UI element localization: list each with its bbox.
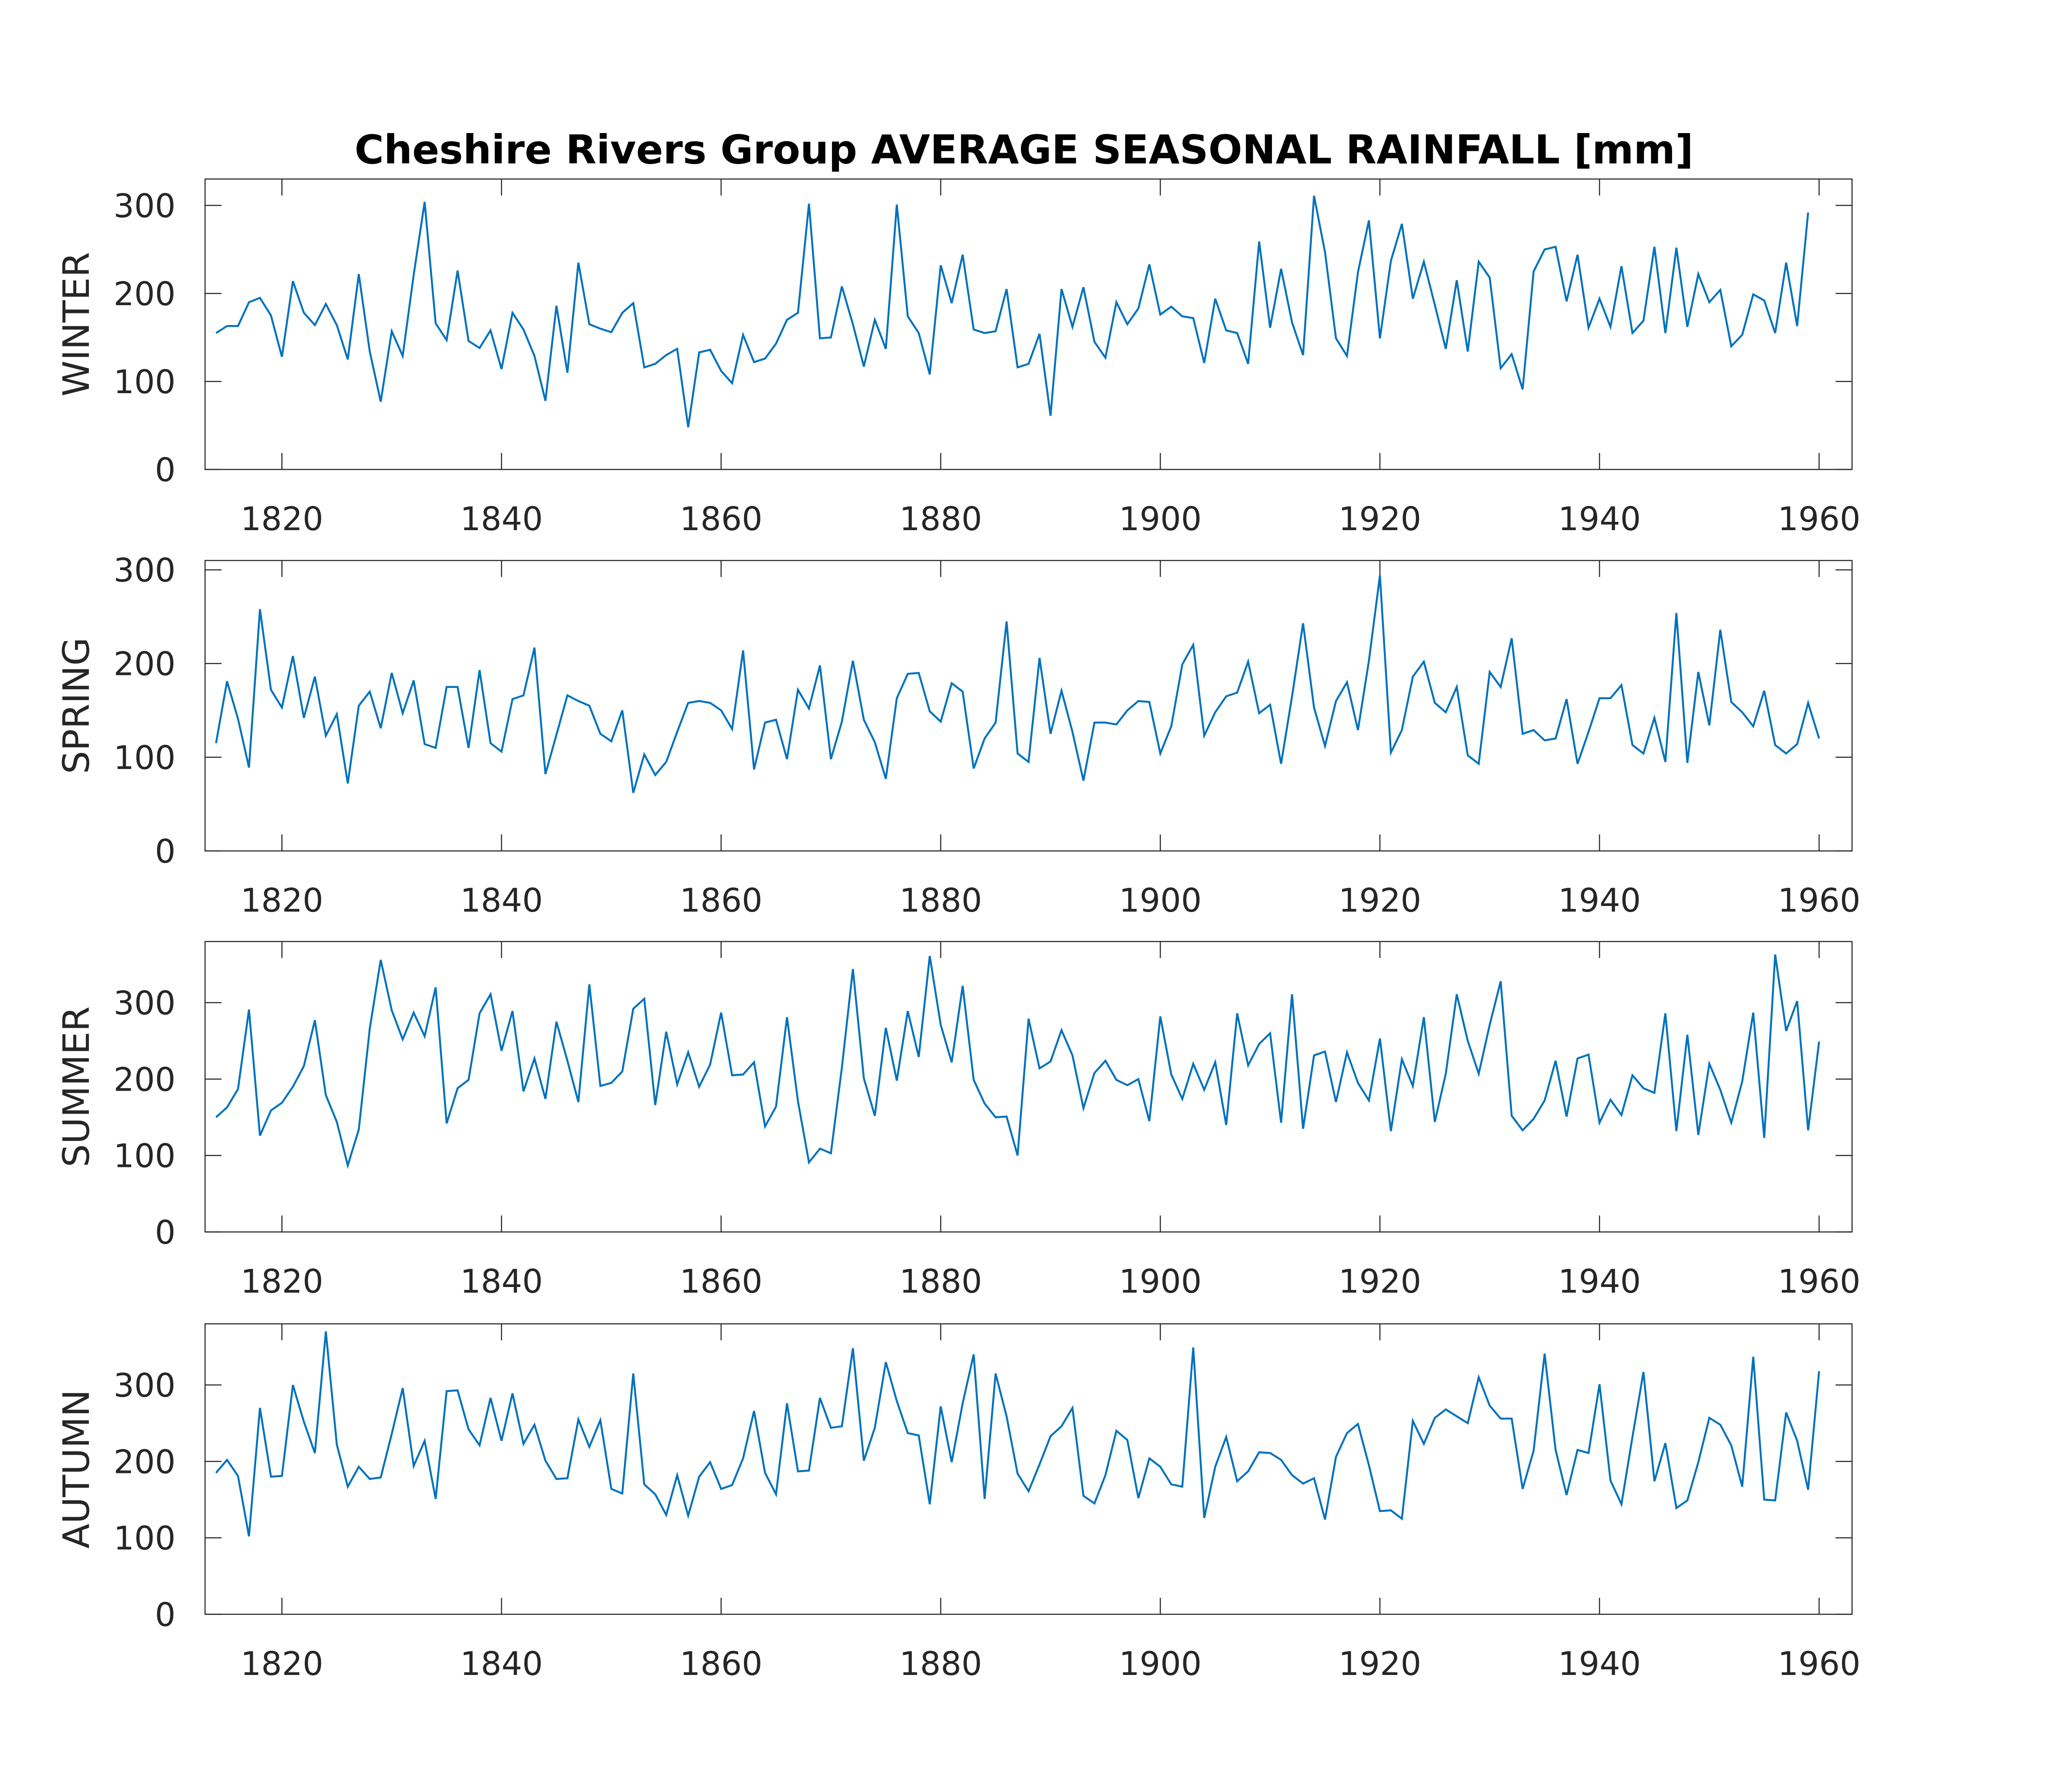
spring-x-tick-label: 1860 [680, 881, 763, 919]
summer-x-tick-label: 1820 [241, 1262, 323, 1300]
winter-y-tick-label: 300 [114, 187, 176, 225]
chart-title: Cheshire Rivers Group AVERAGE SEASONAL R… [354, 127, 1694, 173]
spring-axes-box [204, 560, 1853, 852]
autumn-x-tick-label: 1860 [680, 1645, 763, 1683]
summer-x-tick-label: 1840 [460, 1262, 543, 1300]
spring-y-tick-label: 300 [114, 551, 176, 590]
summer-y-axis-label: SUMMER [55, 1006, 98, 1167]
autumn-x-tick-label: 1960 [1778, 1645, 1861, 1683]
autumn-x-tick-label: 1900 [1119, 1645, 1202, 1683]
autumn-y-tick-label: 300 [114, 1366, 176, 1404]
summer-x-tick-label: 1900 [1119, 1262, 1202, 1300]
spring-panel: 0 100 200 300 1820 1840 1860 1880 1900 1920 1940 19… [55, 551, 1860, 919]
summer-x-tick-label: 1860 [680, 1262, 763, 1300]
summer-x-tick-label: 1880 [899, 1262, 982, 1300]
winter-x-tick-label: 1860 [680, 500, 763, 538]
autumn-y-tick-label: 200 [114, 1443, 176, 1481]
spring-x-tick-label: 1880 [899, 881, 982, 919]
spring-rainfall-line [215, 575, 1820, 793]
winter-rainfall-line [215, 195, 1809, 427]
summer-rainfall-line [215, 954, 1820, 1169]
winter-y-tick-label: 200 [114, 275, 176, 313]
winter-x-tick-label: 1940 [1558, 500, 1641, 538]
spring-x-tick-label: 1940 [1558, 881, 1641, 919]
summer-axes-box [204, 941, 1853, 1233]
summer-x-tick-label: 1960 [1778, 1262, 1861, 1300]
winter-x-tick-label: 1820 [241, 500, 323, 538]
spring-y-axis-label: SPRING [55, 637, 98, 774]
winter-x-tick-label: 1960 [1778, 500, 1861, 538]
autumn-axes-box [204, 1323, 1853, 1615]
winter-axes-box [204, 178, 1853, 470]
spring-x-tick-label: 1900 [1119, 881, 1202, 919]
winter-y-tick-label: 100 [114, 363, 176, 401]
winter-y-tick-label: 0 [155, 451, 176, 489]
summer-y-tick-label: 300 [114, 984, 176, 1022]
autumn-rainfall-line [215, 1331, 1820, 1537]
summer-x-tick-label: 1940 [1558, 1262, 1641, 1300]
winter-x-tick-label: 1920 [1339, 500, 1422, 538]
autumn-x-tick-label: 1840 [460, 1645, 543, 1683]
summer-y-tick-label: 100 [114, 1137, 176, 1175]
spring-y-tick-label: 200 [114, 645, 176, 683]
autumn-x-tick-label: 1920 [1339, 1645, 1422, 1683]
summer-panel: 0 100 200 300 1820 1840 1860 1880 1900 1920 1940 19… [55, 941, 1861, 1300]
winter-y-axis-label: WINTER [55, 252, 98, 396]
spring-x-tick-label: 1920 [1339, 881, 1422, 919]
winter-x-tick-label: 1880 [899, 500, 982, 538]
spring-x-tick-label: 1820 [241, 881, 323, 919]
autumn-x-tick-label: 1880 [899, 1645, 982, 1683]
autumn-y-tick-label: 0 [155, 1596, 176, 1634]
summer-y-tick-label: 200 [114, 1060, 176, 1098]
autumn-y-tick-label: 100 [114, 1519, 176, 1557]
winter-x-tick-label: 1840 [460, 500, 543, 538]
autumn-panel: 0 100 200 300 1820 1840 1860 1880 1900 1920 1940 19… [55, 1323, 1861, 1683]
autumn-x-tick-label: 1940 [1558, 1645, 1641, 1683]
spring-x-tick-label: 1960 [1778, 881, 1861, 919]
winter-panel: 0 100 200 300 1820 1840 1860 1880 1900 1920 1940 19… [55, 178, 1861, 538]
spring-y-tick-label: 0 [155, 832, 176, 870]
autumn-x-tick-label: 1820 [241, 1645, 323, 1683]
spring-y-tick-label: 100 [114, 739, 176, 777]
summer-x-tick-label: 1920 [1339, 1262, 1422, 1300]
summer-y-tick-label: 0 [155, 1213, 176, 1251]
spring-x-tick-label: 1840 [460, 881, 543, 919]
autumn-y-axis-label: AUTUMN [55, 1389, 98, 1548]
winter-x-tick-label: 1900 [1119, 500, 1202, 538]
